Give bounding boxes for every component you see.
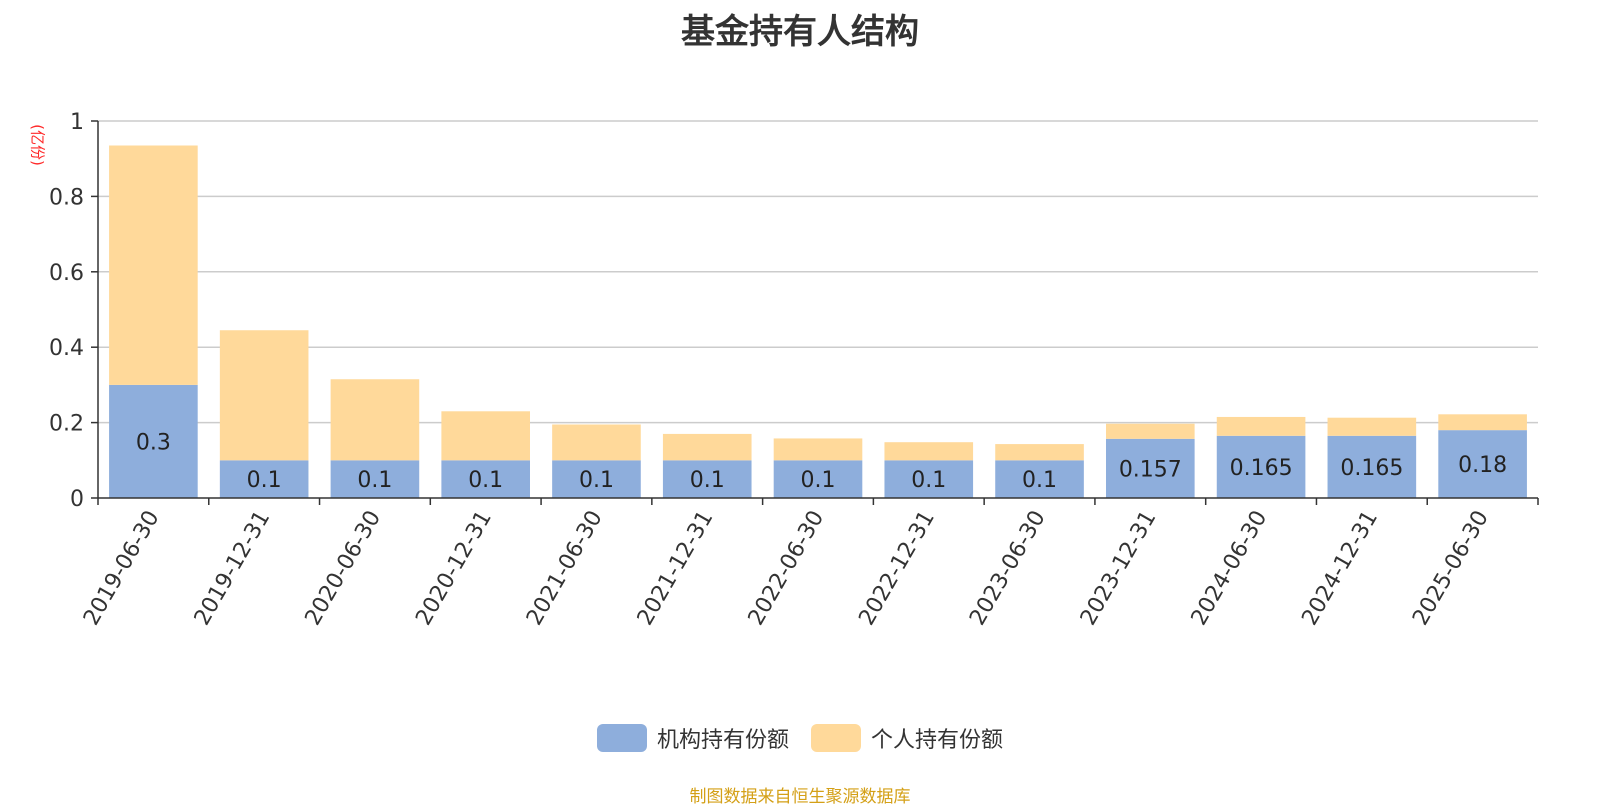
x-tick-label: 2024-12-31 (1297, 507, 1383, 630)
legend-swatch-individual (811, 724, 861, 752)
x-tick-label: 2024-06-30 (1187, 507, 1273, 630)
data-label: 0.18 (1458, 453, 1507, 478)
bar-institutional (1216, 435, 1306, 498)
data-label: 0.1 (690, 468, 725, 493)
bar-individual (1106, 423, 1195, 439)
x-tick-label: 2019-06-30 (79, 507, 165, 630)
bar-institutional (330, 460, 420, 498)
x-tick-label: 2021-06-30 (522, 507, 608, 630)
data-label: 0.1 (911, 468, 946, 493)
bar-institutional (219, 460, 309, 498)
data-label: 0.1 (801, 468, 836, 493)
x-tick-label: 2023-06-30 (965, 507, 1051, 630)
bar-institutional (884, 460, 974, 498)
x-tick-label: 2019-12-31 (190, 507, 276, 630)
bar-individual (995, 444, 1084, 461)
data-label: 0.3 (136, 430, 171, 455)
y-tick-label: 0.2 (49, 412, 84, 437)
legend-item-institutional[interactable]: 机构持有份额 (596, 722, 789, 754)
x-tick-label: 2022-06-30 (744, 507, 830, 630)
x-tick-label: 2020-12-31 (411, 507, 497, 630)
bar-institutional (441, 460, 530, 498)
chart-title: 基金持有人结构 (681, 12, 919, 52)
bar-institutional (995, 460, 1084, 498)
y-tick-label: 0 (70, 487, 84, 512)
y-tick-label: 0.6 (49, 261, 84, 286)
x-tick-label: 2020-06-30 (301, 507, 387, 630)
bar-individual (1438, 414, 1527, 431)
bar-individual (109, 145, 198, 385)
data-label: 0.1 (468, 468, 503, 493)
legend: 机构持有份额 个人持有份额 (0, 722, 1600, 754)
bar-institutional (1327, 435, 1417, 498)
bar-individual (552, 424, 641, 461)
x-tick-label: 2025-06-30 (1408, 507, 1494, 630)
legend-item-individual[interactable]: 个人持有份额 (811, 722, 1003, 754)
data-label: 0.165 (1340, 456, 1403, 481)
bar-individual (1216, 416, 1306, 436)
y-tick-label: 1 (70, 110, 84, 135)
y-tick-label: 0.8 (49, 185, 84, 210)
data-label: 0.1 (1022, 468, 1057, 493)
bar-institutional (1438, 430, 1527, 498)
x-tick-label: 2022-12-31 (854, 507, 940, 630)
x-tick-label: 2021-12-31 (633, 507, 719, 630)
bar-institutional (552, 460, 641, 498)
data-label: 0.1 (357, 468, 392, 493)
source-note: 制图数据来自恒生聚源数据库 (689, 787, 911, 807)
data-label: 0.165 (1230, 456, 1293, 481)
bar-individual (219, 330, 309, 461)
data-label: 0.1 (579, 468, 614, 493)
bar-institutional (1106, 438, 1195, 498)
legend-label-institutional: 机构持有份额 (656, 728, 789, 753)
legend-label-individual: 个人持有份额 (871, 728, 1004, 753)
legend-swatch-institutional (596, 724, 647, 752)
bar-individual (441, 411, 530, 461)
data-label: 0.157 (1119, 457, 1182, 482)
bar-institutional (773, 460, 863, 498)
bar-individual (773, 438, 863, 461)
bar-individual (330, 379, 420, 461)
bar-individual (1327, 417, 1417, 436)
bar-individual (884, 442, 974, 461)
bar-institutional (109, 384, 198, 498)
bar-individual (662, 433, 752, 461)
y-tick-label: 0.4 (49, 336, 84, 361)
data-label: 0.1 (247, 468, 282, 493)
x-tick-label: 2023-12-31 (1076, 507, 1162, 630)
bar-institutional (662, 460, 752, 498)
